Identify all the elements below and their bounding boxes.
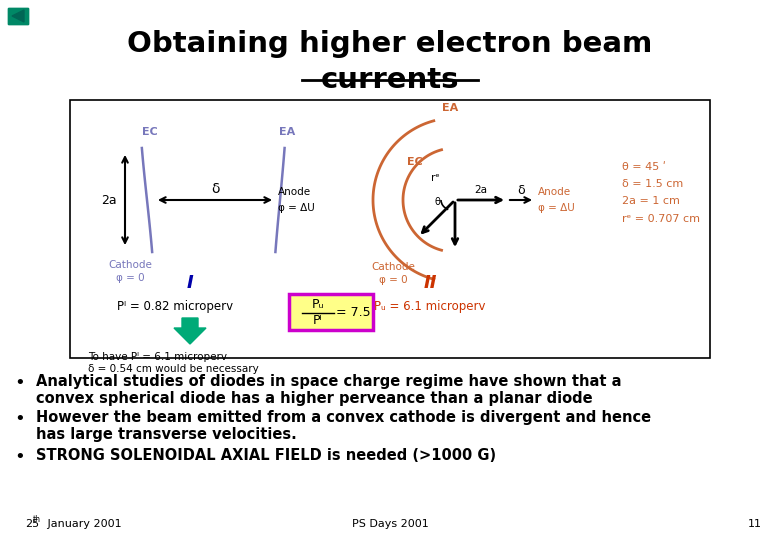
Text: θ = 45 ʹ
δ = 1.5 cm
2a = 1 cm
rᵉ = 0.707 cm: θ = 45 ʹ δ = 1.5 cm 2a = 1 cm rᵉ = 0.707… (622, 162, 700, 224)
Text: II: II (424, 274, 437, 292)
Text: = 7.5: = 7.5 (336, 307, 370, 320)
Text: Obtaining higher electron beam: Obtaining higher electron beam (127, 30, 653, 58)
Polygon shape (12, 10, 24, 22)
Text: Anode: Anode (278, 187, 311, 197)
Bar (8, 8, 28, 24)
Text: EC: EC (407, 157, 423, 167)
Text: Pᴵ: Pᴵ (313, 314, 323, 327)
Text: Cathode: Cathode (371, 262, 415, 272)
Text: δ: δ (211, 182, 219, 196)
Text: φ = 0: φ = 0 (115, 273, 144, 283)
Text: January 2001: January 2001 (44, 519, 122, 529)
Text: •: • (15, 448, 26, 466)
Text: δ: δ (517, 184, 525, 197)
Text: EC: EC (142, 127, 158, 137)
Bar (70, 100, 710, 358)
Text: Pᵤ: Pᵤ (312, 299, 324, 312)
Text: Anode: Anode (538, 187, 571, 197)
Text: •: • (15, 410, 26, 428)
Text: rᵉ: rᵉ (431, 173, 439, 183)
Text: φ = ΔU: φ = ΔU (278, 203, 315, 213)
Text: currents: currents (321, 66, 459, 94)
Text: 11: 11 (748, 519, 762, 529)
Text: Analytical studies of diodes in space charge regime have shown that a: Analytical studies of diodes in space ch… (36, 374, 622, 389)
Text: PS Days 2001: PS Days 2001 (352, 519, 428, 529)
Text: Cathode: Cathode (108, 260, 152, 270)
Text: has large transverse velocities.: has large transverse velocities. (36, 427, 296, 442)
Polygon shape (174, 318, 206, 344)
Text: φ = 0: φ = 0 (378, 275, 407, 285)
Text: I: I (186, 274, 193, 292)
Text: 25: 25 (25, 519, 39, 529)
Polygon shape (8, 8, 28, 24)
Text: STRONG SOLENOIDAL AXIAL FIELD is needed (>1000 G): STRONG SOLENOIDAL AXIAL FIELD is needed … (36, 448, 496, 463)
Text: However the beam emitted from a convex cathode is divergent and hence: However the beam emitted from a convex c… (36, 410, 651, 425)
Text: δ = 0.54 cm would be necessary: δ = 0.54 cm would be necessary (88, 364, 259, 374)
Text: To have Pᴵ = 6.1 microperv: To have Pᴵ = 6.1 microperv (88, 352, 227, 362)
Text: 2a: 2a (101, 193, 117, 206)
Text: θ: θ (434, 197, 440, 207)
Text: 2a: 2a (474, 185, 488, 195)
Text: φ = ΔU: φ = ΔU (538, 203, 575, 213)
Text: EA: EA (279, 127, 295, 137)
Text: EA: EA (442, 103, 458, 113)
FancyBboxPatch shape (289, 294, 373, 330)
Text: •: • (15, 374, 26, 392)
Text: th: th (33, 516, 41, 524)
Text: Pᵤ = 6.1 microperv: Pᵤ = 6.1 microperv (374, 300, 486, 313)
Text: convex spherical diode has a higher perveance than a planar diode: convex spherical diode has a higher perv… (36, 391, 593, 406)
Text: Pᴵ = 0.82 microperv: Pᴵ = 0.82 microperv (117, 300, 233, 313)
